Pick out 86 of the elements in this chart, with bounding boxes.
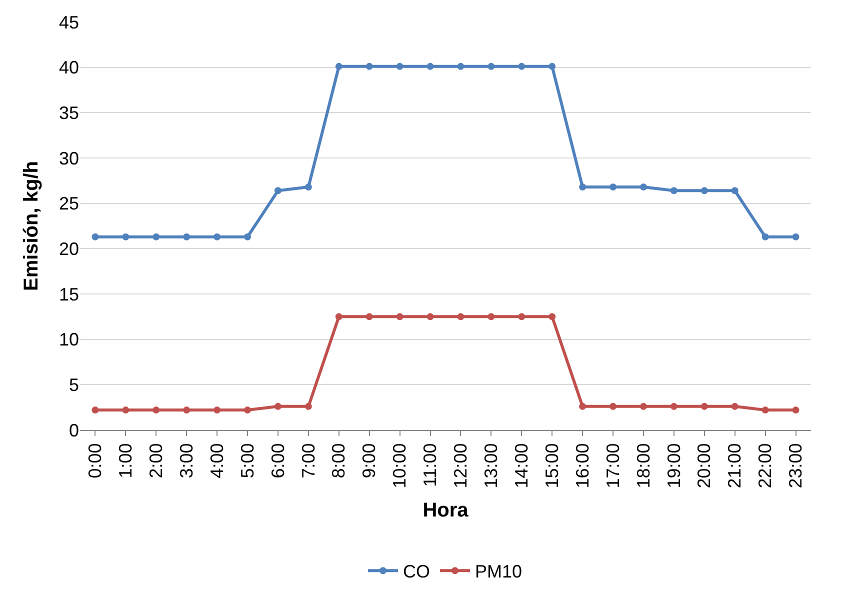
y-tick-label: 40	[58, 58, 79, 78]
x-tick-label: 21:00	[724, 443, 745, 488]
point	[579, 402, 586, 410]
point	[244, 233, 252, 240]
point	[122, 233, 130, 240]
x-tick-label: 12:00	[450, 443, 471, 488]
y-tick-label: 10	[58, 330, 79, 350]
point	[488, 62, 495, 70]
point	[335, 313, 342, 320]
point	[792, 233, 800, 240]
point	[366, 313, 373, 320]
point	[518, 62, 526, 70]
point	[304, 184, 312, 191]
point	[274, 402, 282, 410]
point	[92, 233, 99, 240]
point	[457, 313, 464, 320]
x-tick-label: 2:00	[146, 443, 166, 478]
point	[488, 313, 495, 320]
x-tick-label: 22:00	[755, 443, 776, 488]
y-tick-label: 45	[58, 12, 79, 32]
point	[640, 184, 647, 191]
y-axis-title: Emisión, kg/h	[20, 160, 42, 292]
point	[152, 406, 160, 414]
x-tick-label: 8:00	[328, 443, 349, 478]
point	[244, 406, 252, 414]
point	[700, 187, 708, 194]
y-tick-label: 25	[58, 194, 79, 214]
point	[335, 62, 342, 70]
point	[548, 62, 556, 70]
point	[396, 62, 404, 70]
point	[152, 233, 160, 240]
y-tick-label: 5	[68, 374, 79, 395]
point	[670, 402, 678, 410]
y-tick-label: 35	[58, 102, 79, 123]
x-tick-label: 13:00	[481, 443, 502, 488]
point	[183, 406, 190, 414]
x-tick-label: 5:00	[237, 443, 258, 478]
x-tick-label: 4:00	[206, 443, 227, 478]
point	[304, 402, 312, 410]
x-tick-label: 17:00	[602, 443, 623, 488]
point	[731, 402, 738, 410]
x-tick-label: 6:00	[268, 443, 288, 478]
point	[792, 406, 800, 414]
x-tick-label: 11:00	[420, 443, 440, 487]
point	[762, 233, 769, 240]
point	[426, 313, 434, 320]
legend-label: PM10	[475, 562, 522, 582]
point	[518, 313, 526, 320]
point	[366, 62, 373, 70]
point	[426, 62, 434, 70]
point	[610, 402, 617, 410]
point	[92, 406, 99, 414]
x-tick-label: 10:00	[390, 443, 410, 488]
point	[762, 406, 769, 414]
x-tick-label: 9:00	[359, 443, 380, 478]
point	[579, 184, 586, 191]
y-tick-label: 30	[58, 148, 79, 168]
point	[640, 402, 647, 410]
point	[610, 184, 617, 191]
x-tick-label: 7:00	[298, 443, 318, 478]
x-tick-label: 18:00	[633, 443, 654, 488]
x-tick-label: 14:00	[512, 443, 532, 488]
x-tick-label: 20:00	[694, 443, 714, 488]
x-tick-label: 15:00	[542, 443, 562, 488]
x-tick-label: 1:00	[116, 443, 136, 478]
y-tick-label: 0	[68, 420, 79, 440]
x-tick-label: 0:00	[85, 443, 106, 478]
point	[122, 406, 130, 414]
y-tick-label: 15	[58, 284, 79, 304]
legend-label: CO	[403, 562, 430, 582]
point	[214, 233, 221, 240]
x-axis-title: Hora	[422, 500, 470, 522]
point	[274, 187, 282, 194]
x-tick-label: 16:00	[572, 443, 592, 488]
point	[214, 406, 221, 414]
point	[700, 402, 708, 410]
x-tick-label: 3:00	[176, 443, 196, 478]
point	[457, 62, 464, 70]
point	[731, 187, 738, 194]
y-tick-label: 20	[58, 238, 79, 259]
point	[183, 233, 190, 240]
point	[548, 313, 556, 320]
point	[396, 313, 404, 320]
x-tick-label: 23:00	[786, 443, 806, 488]
x-tick-label: 19:00	[664, 443, 684, 488]
point	[670, 187, 678, 194]
